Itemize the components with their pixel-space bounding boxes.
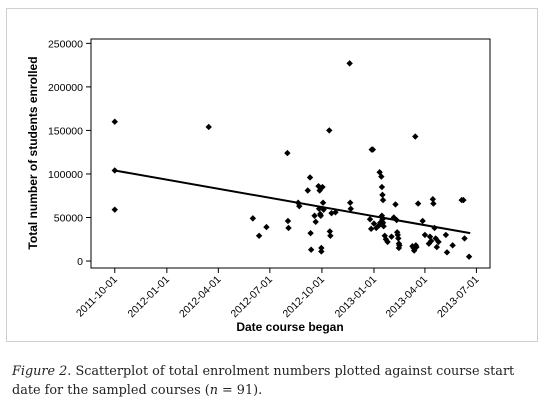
y-tick-label: 250000	[48, 38, 83, 50]
caption-text-end: = 91).	[217, 383, 263, 398]
data-point	[392, 201, 399, 208]
data-point	[393, 216, 400, 224]
y-tick-label: 150000	[48, 125, 83, 137]
data-point	[296, 202, 303, 210]
data-point	[285, 224, 292, 232]
data-point	[318, 244, 325, 252]
data-point	[378, 173, 385, 180]
data-point	[304, 187, 311, 194]
data-point	[284, 217, 292, 225]
data-point	[326, 127, 333, 134]
data-point	[326, 228, 334, 235]
data-point	[346, 60, 353, 67]
x-tick-label: 2013-07-01	[435, 274, 482, 321]
data-point	[378, 183, 386, 191]
data-point	[435, 238, 442, 246]
data-point	[461, 235, 468, 242]
data-point	[380, 223, 387, 230]
data-point	[284, 149, 291, 157]
data-point	[306, 174, 314, 181]
plot-area	[90, 38, 491, 269]
x-axis: 2011-10-01 2012-01-01 2012-04-01 2012-07-01…	[74, 268, 482, 320]
x-tick-label: 2012-04-01	[177, 274, 224, 321]
data-point	[433, 243, 440, 251]
data-point	[419, 217, 426, 225]
x-axis-title: Date course began	[236, 320, 343, 334]
data-point	[465, 253, 473, 260]
data-point	[412, 133, 419, 140]
data-point	[384, 238, 391, 246]
data-point	[366, 216, 374, 223]
data-point	[111, 167, 118, 174]
data-point	[421, 231, 429, 239]
data-point	[379, 196, 387, 204]
data-point	[249, 215, 257, 222]
data-point	[426, 233, 434, 240]
figure-caption: Figure 2. Scatterplot of total enrolment…	[12, 362, 540, 400]
data-points	[111, 60, 473, 260]
caption-n-symbol: n	[209, 383, 218, 398]
data-point	[327, 232, 334, 239]
data-point	[414, 200, 422, 207]
data-point	[311, 212, 318, 219]
data-point	[307, 229, 314, 237]
data-point	[307, 246, 315, 253]
y-tick-label: 100000	[48, 169, 83, 181]
data-point	[367, 225, 375, 233]
x-tick-label: 2013-01-01	[333, 274, 380, 321]
data-point	[347, 205, 354, 212]
data-point	[319, 183, 326, 191]
data-point	[332, 209, 339, 216]
data-point	[315, 205, 323, 212]
scatter-plot: 0 50000 100000 150000 200000 250000 2011-10-0…	[26, 38, 491, 334]
x-tick-label: 2011-10-01	[74, 274, 120, 320]
data-point	[442, 231, 450, 239]
y-axis: 0 50000 100000 150000 200000 250000	[48, 38, 91, 268]
chart-frame: 0 50000 100000 150000 200000 250000 2011-10-0…	[6, 8, 538, 342]
data-point	[396, 242, 403, 249]
y-tick-label: 200000	[48, 82, 83, 94]
data-point	[388, 233, 395, 240]
data-point	[312, 218, 319, 226]
data-point	[320, 206, 327, 213]
data-point	[318, 248, 325, 255]
data-point	[319, 199, 327, 206]
caption-text: Scatterplot of total enrolment numbers p…	[12, 364, 515, 398]
data-point	[111, 206, 118, 213]
data-point	[370, 220, 378, 227]
y-tick-label: 50000	[54, 212, 83, 224]
data-point	[443, 249, 451, 256]
x-tick-label: 2012-10-01	[281, 274, 328, 321]
data-point	[427, 237, 435, 245]
data-point	[449, 242, 456, 249]
data-point	[379, 191, 386, 199]
data-point	[111, 118, 118, 125]
data-point	[347, 199, 354, 206]
data-point	[430, 200, 437, 207]
figure-label: Figure 2.	[12, 364, 72, 379]
data-point	[369, 146, 377, 153]
data-point	[263, 223, 270, 231]
x-tick-label: 2013-04-01	[384, 274, 431, 321]
x-tick-label: 2012-07-01	[228, 274, 275, 321]
data-point	[205, 123, 212, 131]
y-tick-label: 0	[77, 256, 83, 268]
x-tick-label: 2012-01-01	[125, 274, 172, 321]
data-point	[431, 224, 438, 232]
data-point	[460, 196, 467, 204]
y-axis-title: Total number of students enrolled	[26, 56, 40, 249]
data-point	[317, 212, 324, 219]
trend-line	[114, 169, 471, 235]
data-point	[413, 243, 420, 251]
data-point	[395, 235, 402, 242]
data-point	[378, 212, 386, 219]
data-point	[429, 196, 437, 203]
